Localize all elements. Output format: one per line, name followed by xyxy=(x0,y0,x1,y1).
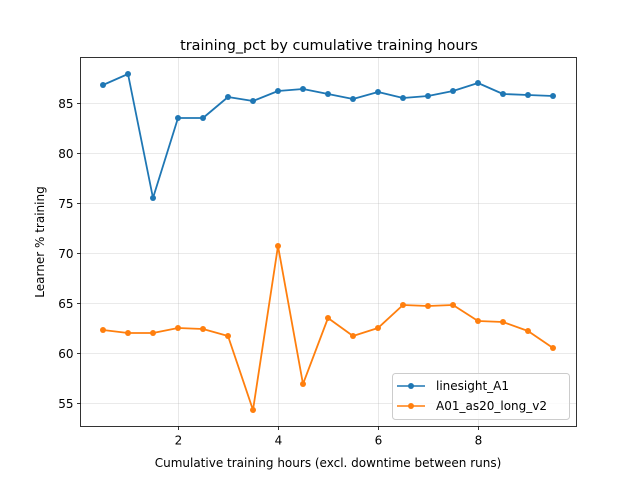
grid-lines xyxy=(80,57,577,427)
plot-area-frame xyxy=(80,57,577,427)
data-point-marker xyxy=(375,89,381,95)
series-a01-as20-long-v2 xyxy=(100,243,556,413)
data-point-marker xyxy=(250,98,256,104)
data-point-marker xyxy=(450,88,456,94)
x-tick-label: 6 xyxy=(375,434,383,448)
chart-title: training_pct by cumulative training hour… xyxy=(180,38,478,54)
data-point-marker xyxy=(175,115,181,121)
legend-label: linesight_A1 xyxy=(436,379,509,393)
data-point-marker xyxy=(550,345,556,351)
y-tick-label: 80 xyxy=(58,147,73,161)
data-point-marker xyxy=(275,88,281,94)
data-point-marker xyxy=(125,71,131,77)
y-tick-label: 55 xyxy=(58,397,73,411)
data-point-marker xyxy=(375,325,381,331)
data-point-marker xyxy=(425,93,431,99)
data-point-marker xyxy=(525,92,531,98)
y-tick-label: 85 xyxy=(58,97,73,111)
data-point-marker xyxy=(475,80,481,86)
data-point-marker xyxy=(100,327,106,333)
data-point-marker xyxy=(300,381,306,387)
data-point-marker xyxy=(225,94,231,100)
y-axis-label: Learner % training xyxy=(33,186,47,297)
y-tick-label: 70 xyxy=(58,247,73,261)
data-point-marker xyxy=(300,86,306,92)
legend: linesight_A1 A01_as20_long_v2 xyxy=(392,373,570,420)
y-tick-label: 60 xyxy=(58,347,73,361)
data-point-marker xyxy=(350,96,356,102)
legend-box xyxy=(392,373,570,420)
x-tick-label: 4 xyxy=(275,434,283,448)
data-point-marker xyxy=(325,91,331,97)
data-series xyxy=(100,71,556,413)
data-point-marker xyxy=(400,302,406,308)
data-point-marker xyxy=(475,318,481,324)
data-point-marker xyxy=(350,333,356,339)
data-point-marker xyxy=(550,93,556,99)
data-point-marker xyxy=(325,315,331,321)
legend-label: A01_as20_long_v2 xyxy=(436,399,547,413)
x-axis-ticks: 2 4 6 8 xyxy=(175,426,483,448)
data-point-marker xyxy=(525,328,531,334)
legend-entry-a01-as20-long-v2: A01_as20_long_v2 xyxy=(397,399,547,413)
data-point-marker xyxy=(500,91,506,97)
y-tick-label: 65 xyxy=(58,297,73,311)
data-point-marker xyxy=(500,319,506,325)
data-point-marker xyxy=(425,303,431,309)
y-tick-label: 75 xyxy=(58,197,73,211)
data-point-marker xyxy=(200,115,206,121)
y-axis-ticks: 55 60 65 70 75 80 85 xyxy=(58,97,81,411)
data-point-marker xyxy=(150,195,156,201)
x-tick-label: 2 xyxy=(175,434,183,448)
data-point-marker xyxy=(100,82,106,88)
data-point-marker xyxy=(400,95,406,101)
x-tick-label: 8 xyxy=(475,434,483,448)
series-linesight-a1 xyxy=(100,71,556,201)
legend-entry-linesight-a1: linesight_A1 xyxy=(397,379,509,393)
data-point-marker xyxy=(275,243,281,249)
data-point-marker xyxy=(225,333,231,339)
data-point-marker xyxy=(175,325,181,331)
x-axis-label: Cumulative training hours (excl. downtim… xyxy=(155,456,502,470)
data-point-marker xyxy=(200,326,206,332)
data-point-marker xyxy=(250,407,256,413)
data-point-marker xyxy=(125,330,131,336)
data-point-marker xyxy=(450,302,456,308)
data-point-marker xyxy=(150,330,156,336)
